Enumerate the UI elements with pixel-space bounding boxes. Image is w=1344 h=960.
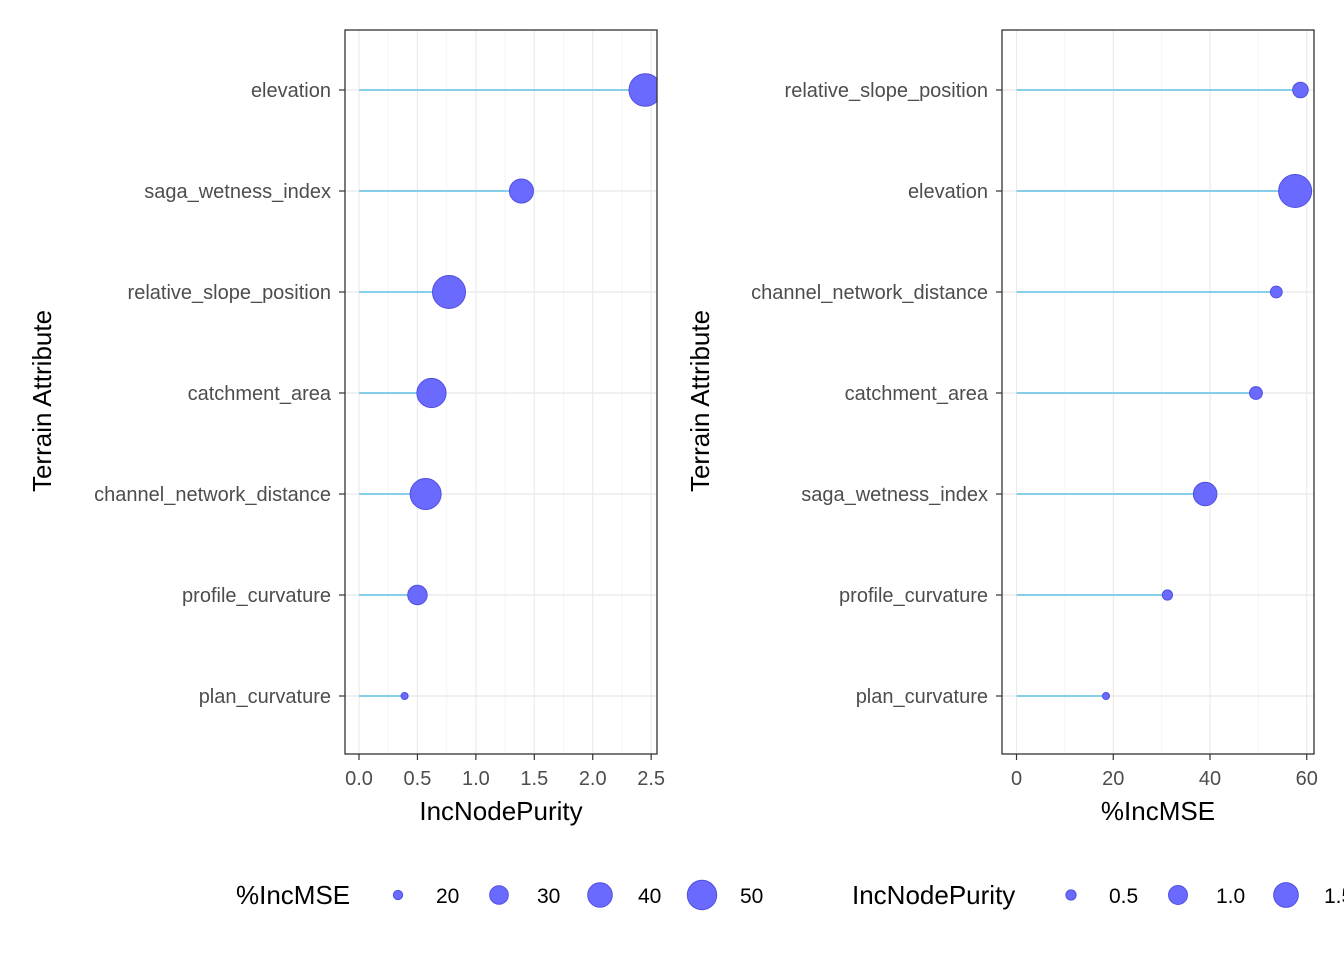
legend-key-label: 20: [436, 885, 459, 908]
data-point: [409, 478, 442, 510]
y-tick-label: relative_slope_position: [128, 282, 331, 304]
data-point: [400, 692, 409, 700]
y-axis-title: Terrain Attribute: [27, 310, 57, 492]
plot-area: [359, 73, 657, 700]
x-tick-label: 2.5: [637, 768, 665, 790]
data-point: [407, 584, 428, 606]
y-tick-label: catchment_area: [188, 383, 332, 405]
legend-key-point: [489, 885, 509, 905]
data-point: [1192, 481, 1218, 507]
legend-title: %IncMSE: [236, 880, 350, 910]
data-point: [508, 178, 534, 204]
legend-key-label: 30: [537, 885, 560, 908]
legend-key-point: [392, 889, 404, 901]
y-tick-label: plan_curvature: [856, 686, 988, 708]
y-tick-label: relative_slope_position: [785, 80, 988, 102]
data-point: [416, 377, 447, 409]
legend-key-point: [1168, 885, 1188, 905]
data-point: [1278, 174, 1313, 208]
x-tick-label: 0: [1011, 768, 1022, 790]
data-point: [432, 275, 466, 309]
y-tick-label: profile_curvature: [839, 585, 988, 607]
x-tick-label: 40: [1199, 768, 1221, 790]
x-tick-label: 20: [1102, 768, 1124, 790]
left-panel-importance-by-node-purity: elevation saga_wetness_index relative_slop…: [27, 29, 665, 826]
y-tick-label: channel_network_distance: [94, 484, 331, 506]
data-point: [1161, 589, 1174, 601]
y-tick-label: saga_wetness_index: [144, 181, 331, 203]
left-legend-incmse-size: %IncMSE 20 30 40 50: [236, 879, 763, 911]
plot-area: [1016, 81, 1313, 700]
data-point: [1249, 386, 1263, 400]
x-tick-label: 0.0: [345, 768, 373, 790]
y-tick-label: elevation: [251, 80, 331, 102]
x-axis-title: %IncMSE: [1101, 796, 1215, 826]
data-point: [1269, 285, 1283, 299]
y-axis-title: Terrain Attribute: [685, 310, 715, 492]
panel-border: [1001, 29, 1315, 755]
x-tick-label: 60: [1296, 768, 1318, 790]
y-tick-label: profile_curvature: [182, 585, 331, 607]
y-tick-label: plan_curvature: [199, 686, 331, 708]
legend-key-point: [587, 882, 613, 908]
y-tick-label: saga_wetness_index: [801, 484, 988, 506]
x-tick-label: 1.0: [462, 768, 490, 790]
x-axis-title: IncNodePurity: [419, 796, 582, 826]
legend-key-label: 1.5: [1324, 885, 1344, 908]
y-tick-label: elevation: [908, 181, 988, 203]
right-panel-importance-by-incmse: relative_slope_position elevation channel_…: [685, 29, 1318, 826]
legend-key-point: [1065, 889, 1077, 901]
legend-key-point: [686, 879, 718, 911]
y-tick-label: catchment_area: [845, 383, 989, 405]
data-point: [1292, 81, 1309, 99]
data-point: [1102, 692, 1110, 700]
x-tick-label: 2.0: [579, 768, 607, 790]
legend-key-point: [1273, 882, 1299, 908]
right-legend-node-purity-size: IncNodePurity 0.5 1.0 1.5: [852, 880, 1344, 910]
x-tick-label: 0.5: [404, 768, 432, 790]
panel-border: [344, 29, 658, 755]
data-point: [628, 73, 657, 107]
legend-key-label: 50: [740, 885, 763, 908]
legend-title: IncNodePurity: [852, 880, 1015, 910]
legend-key-label: 0.5: [1109, 885, 1138, 908]
y-tick-label: channel_network_distance: [751, 282, 988, 304]
x-tick-label: 1.5: [520, 768, 548, 790]
legend-key-label: 1.0: [1216, 885, 1245, 908]
legend-key-label: 40: [638, 885, 661, 908]
